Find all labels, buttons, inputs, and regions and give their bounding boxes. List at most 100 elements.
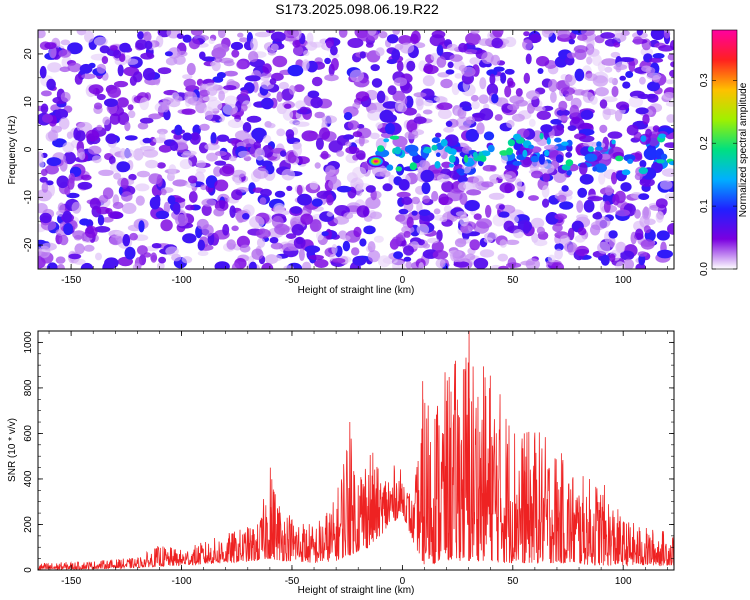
heatmap-blob bbox=[421, 182, 431, 195]
heatmap-blob bbox=[245, 75, 261, 82]
heatmap-blob bbox=[655, 211, 664, 223]
heatmap-blob bbox=[485, 204, 492, 218]
heatmap-blob bbox=[382, 183, 393, 192]
heatmap-blob bbox=[38, 161, 45, 168]
heatmap-blob bbox=[259, 75, 270, 81]
heatmap-blob bbox=[641, 207, 652, 220]
heatmap-blob bbox=[292, 39, 301, 48]
heatmap-blob bbox=[204, 82, 219, 92]
heatmap-blob bbox=[460, 223, 468, 234]
heatmap-blob bbox=[128, 110, 136, 119]
heatmap-blob bbox=[39, 194, 49, 201]
heatmap-cells bbox=[38, 30, 674, 269]
heatmap-blob bbox=[384, 122, 396, 135]
heatmap-blob bbox=[403, 230, 411, 238]
heatmap-blob bbox=[205, 110, 214, 121]
heatmap-blob bbox=[436, 56, 447, 68]
heatmap-blob bbox=[72, 230, 86, 240]
heatmap-blob bbox=[619, 250, 635, 261]
heatmap-blob bbox=[345, 141, 352, 147]
heatmap-blob bbox=[638, 193, 650, 201]
heatmap-blob bbox=[586, 37, 595, 50]
heatmap-blob bbox=[462, 105, 473, 112]
heatmap-blob bbox=[163, 201, 171, 214]
heatmap-blob bbox=[388, 174, 396, 185]
heatmap-blob bbox=[645, 128, 652, 138]
heatmap-blob bbox=[528, 195, 539, 201]
heatmap-blob bbox=[183, 78, 196, 89]
heatmap-blob bbox=[197, 250, 209, 256]
heatmap-blob bbox=[38, 151, 44, 164]
heatmap-blob bbox=[272, 255, 283, 262]
heatmap-blob bbox=[557, 30, 571, 39]
heatmap-blob bbox=[181, 256, 193, 264]
x-tick-label: 100 bbox=[615, 275, 632, 286]
heatmap-blob bbox=[600, 32, 615, 39]
heatmap-blob bbox=[483, 131, 495, 141]
heatmap-blob bbox=[665, 101, 674, 107]
heatmap-blob bbox=[181, 152, 195, 158]
heatmap-blob bbox=[472, 151, 478, 159]
heatmap-blob bbox=[454, 73, 463, 79]
heatmap-blob bbox=[430, 53, 437, 61]
heatmap-blob bbox=[507, 104, 520, 111]
heatmap-blob bbox=[311, 198, 323, 207]
heatmap-blob bbox=[488, 192, 505, 200]
heatmap-blob bbox=[507, 80, 516, 88]
heatmap-blob bbox=[435, 132, 442, 138]
heatmap-blob bbox=[39, 212, 52, 224]
heatmap-blob bbox=[347, 38, 364, 48]
heatmap-blob bbox=[373, 235, 384, 243]
heatmap-blob bbox=[576, 200, 584, 213]
heatmap-blob bbox=[567, 227, 575, 241]
heatmap-blob bbox=[415, 95, 424, 107]
heatmap-blob bbox=[187, 175, 198, 184]
heatmap-blob bbox=[324, 74, 339, 82]
heatmap-blob bbox=[342, 134, 355, 140]
heatmap-blob bbox=[171, 253, 182, 262]
heatmap-blob bbox=[63, 151, 76, 165]
heatmap-blob bbox=[66, 192, 80, 199]
heatmap-blob bbox=[469, 239, 481, 251]
heatmap-blob bbox=[564, 93, 574, 102]
heatmap-blob bbox=[668, 161, 674, 166]
heatmap-blob bbox=[363, 225, 376, 235]
heatmap-blob bbox=[239, 103, 248, 112]
x-tick-label: -150 bbox=[61, 275, 81, 286]
heatmap-blob bbox=[607, 131, 623, 139]
y-tick-label: 1000 bbox=[23, 331, 34, 354]
heatmap-blob bbox=[431, 190, 439, 202]
heatmap-blob bbox=[611, 172, 618, 185]
heatmap-blob bbox=[536, 226, 546, 235]
heatmap-blob bbox=[566, 170, 572, 176]
heatmap-blob bbox=[290, 206, 302, 214]
heatmap-blob bbox=[554, 243, 564, 251]
heatmap-blob bbox=[464, 49, 478, 55]
heatmap-blob bbox=[648, 133, 660, 147]
heatmap-blob bbox=[319, 127, 330, 140]
heatmap-blob bbox=[482, 164, 496, 172]
heatmap-blob bbox=[647, 81, 660, 92]
heatmap-blob bbox=[206, 152, 218, 162]
heatmap-blob bbox=[58, 49, 72, 58]
heatmap-blob bbox=[431, 240, 444, 253]
heatmap-blob bbox=[616, 101, 630, 111]
heatmap-blob bbox=[349, 69, 364, 83]
heatmap-blob bbox=[88, 145, 102, 155]
heatmap-blob bbox=[459, 192, 468, 205]
heatmap-blob bbox=[431, 137, 441, 144]
heatmap-blob bbox=[139, 117, 154, 124]
heatmap-blob bbox=[470, 94, 479, 102]
heatmap-blob bbox=[302, 261, 312, 269]
heatmap-blob bbox=[162, 97, 174, 104]
heatmap-blob bbox=[39, 65, 47, 79]
heatmap-blob bbox=[160, 219, 173, 232]
x-tick-label: -50 bbox=[285, 275, 300, 286]
heatmap-blob bbox=[526, 90, 540, 100]
heatmap-blob bbox=[165, 57, 178, 66]
heatmap-blob bbox=[383, 138, 390, 143]
heatmap-blob bbox=[174, 124, 183, 136]
heatmap-blob bbox=[560, 87, 576, 96]
heatmap-blob bbox=[437, 108, 452, 120]
heatmap-blob bbox=[274, 190, 286, 198]
